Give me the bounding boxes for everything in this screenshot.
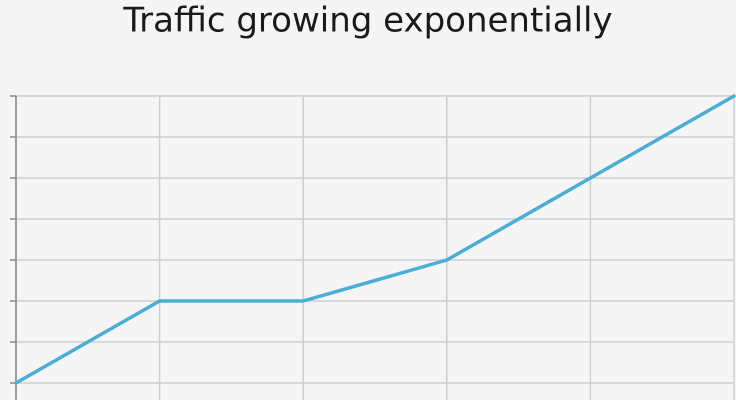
chart-title: Traffic growing exponentially [122, 1, 612, 41]
line [14, 94, 736, 385]
